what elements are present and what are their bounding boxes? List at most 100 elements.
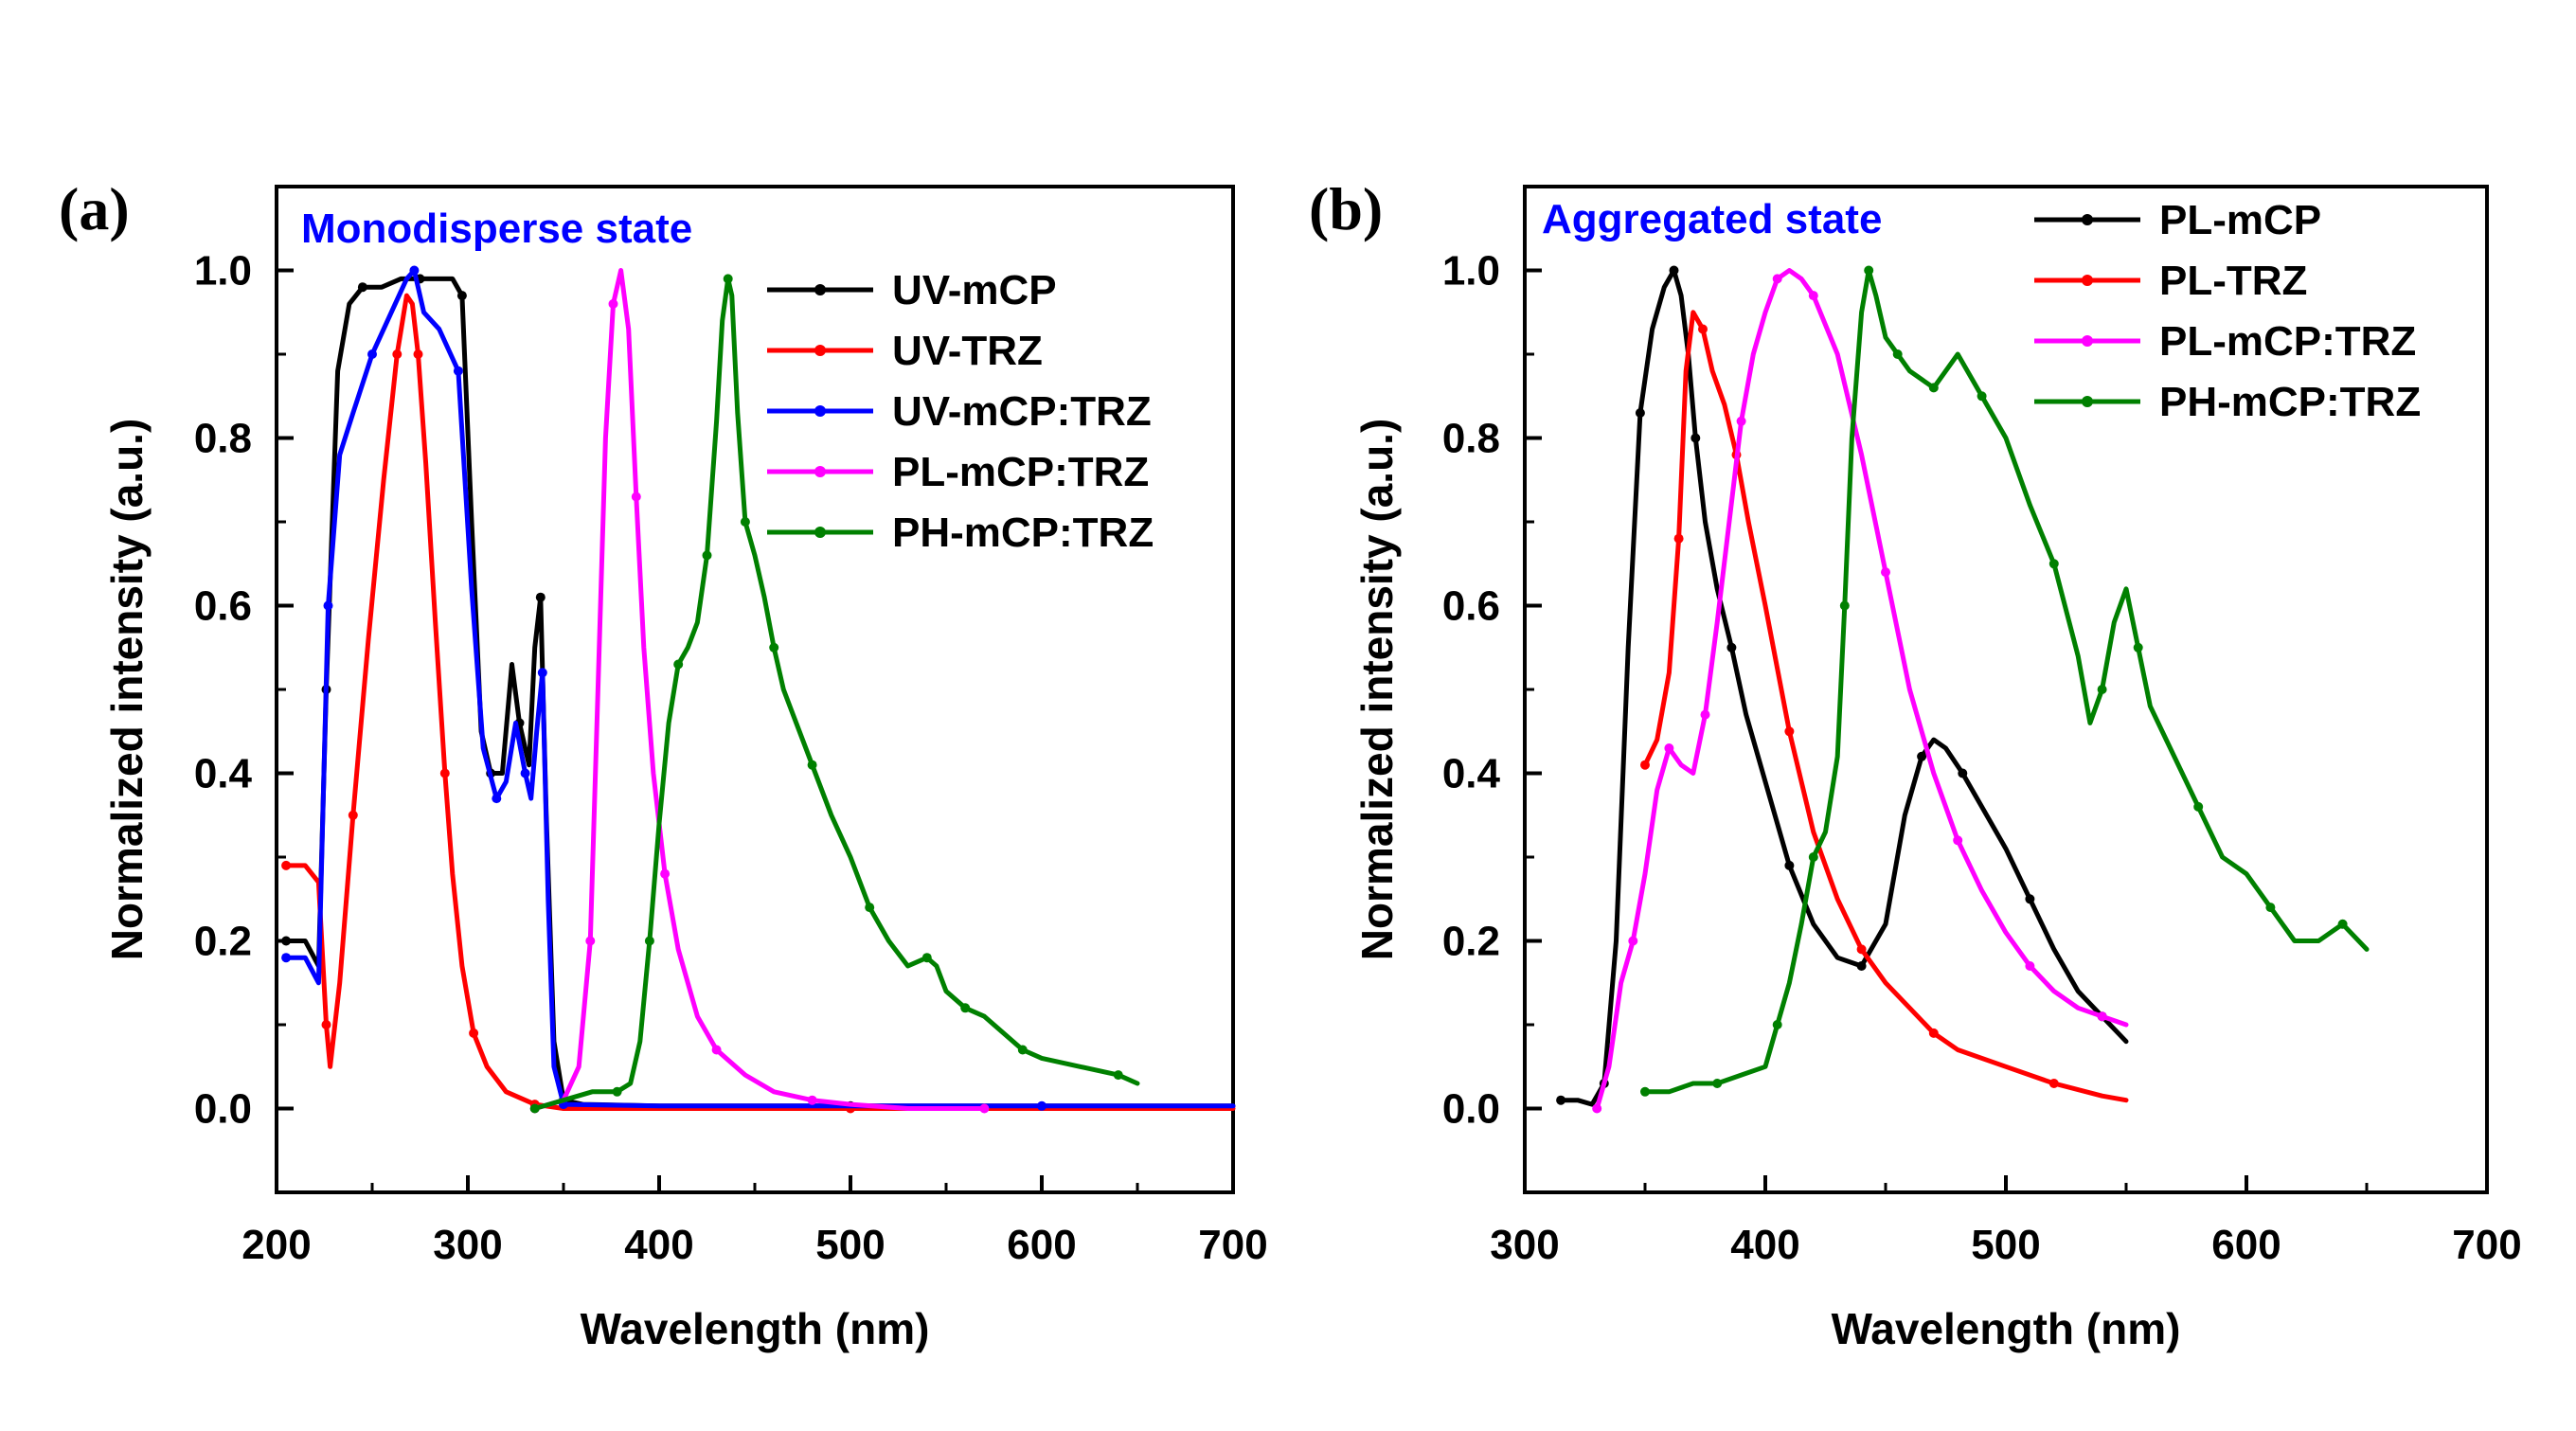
x-tick-label-b-700: 700 xyxy=(2452,1222,2521,1268)
y-tick-label-b-2: 0.4 xyxy=(1442,751,1501,797)
data-point-b-pl-trz-15 xyxy=(1856,944,1867,955)
data-point-b-pl-mcp-trz-0 xyxy=(1592,1103,1602,1114)
data-point-b-pl-mcp-24 xyxy=(1917,751,1927,761)
data-point-b-pl-mcp-trz-3 xyxy=(1628,936,1638,946)
series-line-b-pl-trz xyxy=(1642,310,2129,1103)
data-point-a-ph-mcp-trz-15 xyxy=(723,274,733,284)
panel-a-chart: (a) 200 300 400 500 600 700 0.0 0.2 0.4 0.6 0.8 1.0 W… xyxy=(59,175,1268,1353)
data-point-b-ph-mcp-trz-18 xyxy=(1892,349,1903,359)
legend-marker-a-uv-mcp-trz xyxy=(814,405,826,417)
data-point-a-uv-mcp-trz-0 xyxy=(281,953,292,963)
data-point-a-uv-mcp-trz-12 xyxy=(453,366,463,376)
series-a-uv-mcp-trz xyxy=(281,265,1236,1111)
data-point-a-ph-mcp-trz-30 xyxy=(921,953,932,963)
data-point-a-uv-trz-9 xyxy=(392,349,402,359)
data-point-b-pl-mcp-21 xyxy=(1856,961,1867,971)
legend-label-a-uv-mcp: UV-mCP xyxy=(892,267,1057,313)
series-line-b-ph-mcp-trz xyxy=(1642,268,2370,1095)
data-point-b-pl-trz-21 xyxy=(2048,1079,2059,1088)
legend-marker-b-pl-mcp-trz xyxy=(2082,335,2093,347)
y-tick-label-b-0: 0.0 xyxy=(1442,1086,1500,1133)
data-point-b-ph-mcp-trz-30 xyxy=(2097,685,2107,694)
data-point-b-pl-mcp-trz-30 xyxy=(2097,1011,2107,1022)
data-point-b-ph-mcp-trz-3 xyxy=(1712,1079,1723,1088)
x-axis-label-a: Wavelength (nm) xyxy=(581,1304,930,1353)
data-point-a-uv-mcp-0 xyxy=(281,936,292,946)
data-point-b-ph-mcp-trz-39 xyxy=(2265,903,2276,913)
data-point-b-ph-mcp-trz-15 xyxy=(1864,265,1874,276)
series-line-a-uv-mcp-trz xyxy=(283,268,1236,1109)
data-point-b-ph-mcp-trz-6 xyxy=(1772,1020,1782,1029)
y-axis-label-b: Normalized intensity (a.u.) xyxy=(1352,419,1402,961)
data-point-a-uv-trz-18 xyxy=(469,1028,479,1038)
data-point-b-pl-mcp-9 xyxy=(1669,265,1679,276)
panel-label-b: (b) xyxy=(1309,175,1383,242)
data-point-a-pl-mcp-trz-12 xyxy=(660,868,671,879)
data-point-b-pl-mcp-trz-12 xyxy=(1736,416,1746,426)
data-point-a-uv-mcp-trz-9 xyxy=(409,265,420,276)
data-point-b-pl-mcp-trz-18 xyxy=(1808,291,1818,301)
y-tick-label-b-3: 0.6 xyxy=(1442,583,1500,630)
legend-marker-b-ph-mcp-trz xyxy=(2082,396,2093,407)
legend-label-a-uv-mcp-trz: UV-mCP:TRZ xyxy=(892,388,1152,435)
legend-label-b-pl-mcp-trz: PL-mCP:TRZ xyxy=(2159,318,2416,365)
data-point-a-ph-mcp-trz-6 xyxy=(644,936,654,946)
data-point-b-pl-mcp-30 xyxy=(2025,894,2035,904)
data-point-a-pl-mcp-trz-3 xyxy=(585,936,596,946)
data-point-a-ph-mcp-trz-9 xyxy=(673,659,684,670)
data-point-b-pl-mcp-18 xyxy=(1784,860,1795,870)
x-tick-label-b-300: 300 xyxy=(1490,1222,1559,1268)
data-point-a-uv-mcp-trz-15 xyxy=(492,794,502,804)
x-tick-label-a-700: 700 xyxy=(1198,1222,1267,1268)
data-point-a-uv-trz-12 xyxy=(413,349,423,359)
data-point-b-ph-mcp-trz-27 xyxy=(2048,559,2059,569)
data-point-b-pl-mcp-27 xyxy=(1958,768,1968,778)
data-point-b-pl-trz-3 xyxy=(1673,533,1684,544)
series-b-pl-mcp-trz xyxy=(1592,268,2129,1114)
data-point-a-uv-trz-3 xyxy=(321,1020,331,1029)
data-point-a-uv-mcp-trz-18 xyxy=(520,768,530,778)
data-point-a-uv-trz-0 xyxy=(281,860,292,870)
data-point-a-ph-mcp-trz-33 xyxy=(960,1003,971,1013)
state-annotation-a: Monodisperse state xyxy=(301,206,692,252)
data-point-b-ph-mcp-trz-9 xyxy=(1808,852,1818,862)
series-line-a-ph-mcp-trz xyxy=(532,276,1140,1111)
data-point-b-pl-mcp-0 xyxy=(1556,1095,1566,1105)
legend-label-a-uv-trz: UV-TRZ xyxy=(892,328,1043,374)
series-a-ph-mcp-trz xyxy=(529,274,1140,1114)
x-tick-label-b-600: 600 xyxy=(2211,1222,2281,1268)
series-line-b-pl-mcp-trz xyxy=(1594,268,2129,1111)
legend-label-b-pl-trz: PL-TRZ xyxy=(2159,258,2307,304)
legend-marker-b-pl-trz xyxy=(2082,275,2093,286)
data-point-a-pl-mcp-trz-6 xyxy=(608,298,618,309)
data-point-a-uv-mcp-6 xyxy=(357,282,367,293)
data-point-b-pl-mcp-trz-27 xyxy=(2025,961,2035,971)
data-point-b-ph-mcp-trz-21 xyxy=(1928,383,1939,393)
y-axis-label-a: Normalized intensity (a.u.) xyxy=(102,419,152,961)
data-point-b-pl-trz-6 xyxy=(1698,324,1708,334)
x-tick-label-a-400: 400 xyxy=(624,1222,693,1268)
series-line-a-pl-mcp-trz xyxy=(532,268,987,1111)
data-point-a-ph-mcp-trz-0 xyxy=(529,1103,540,1114)
data-point-b-ph-mcp-trz-24 xyxy=(1977,391,1987,402)
legend-marker-a-ph-mcp-trz xyxy=(814,527,826,538)
data-point-a-uv-mcp-trz-27 xyxy=(1037,1100,1046,1111)
data-point-b-ph-mcp-trz-33 xyxy=(2133,642,2143,653)
data-point-a-uv-mcp-trz-21 xyxy=(537,668,547,678)
panel-b-chart: (b) 300 400 500 600 700 0.0 0.2 0.4 0.6 0.8 1.0 Wave… xyxy=(1309,175,2522,1353)
data-point-b-ph-mcp-trz-12 xyxy=(1839,600,1850,611)
data-point-a-ph-mcp-trz-36 xyxy=(1017,1045,1028,1055)
data-point-a-ph-mcp-trz-24 xyxy=(807,760,817,770)
data-point-b-pl-mcp-trz-21 xyxy=(1881,567,1890,578)
data-point-b-pl-mcp-6 xyxy=(1635,408,1645,418)
series-a-pl-mcp-trz xyxy=(529,268,990,1114)
x-tick-label-a-200: 200 xyxy=(242,1222,311,1268)
data-point-b-pl-trz-18 xyxy=(1928,1028,1939,1038)
legend-label-b-pl-mcp: PL-mCP xyxy=(2159,197,2321,243)
y-tick-label-b-5: 1.0 xyxy=(1442,248,1500,295)
data-point-b-pl-trz-12 xyxy=(1784,726,1795,737)
data-point-a-pl-mcp-trz-15 xyxy=(711,1045,722,1055)
y-tick-label-a-0: 0.0 xyxy=(194,1086,252,1133)
legend-marker-a-uv-mcp xyxy=(814,284,826,295)
data-point-a-ph-mcp-trz-3 xyxy=(612,1086,622,1097)
